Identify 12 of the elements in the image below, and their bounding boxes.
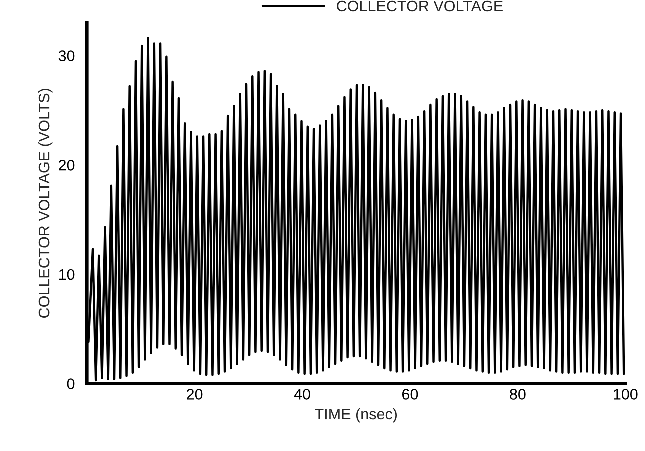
legend-label: COLLECTOR VOLTAGE <box>337 0 503 12</box>
y-axis-title: COLLECTOR VOLTAGE (VOLTS) <box>38 89 53 318</box>
y-tick-label: 30 <box>58 50 75 62</box>
x-tick-label: 20 <box>187 389 203 400</box>
x-axis-title: TIME (nsec) <box>315 408 398 423</box>
y-tick-label: 20 <box>59 160 75 171</box>
x-tick-label: 100 <box>614 389 638 400</box>
x-tick-label: 40 <box>294 389 310 400</box>
x-tick-label: 80 <box>510 389 526 400</box>
y-tick-label: 10 <box>59 269 75 280</box>
x-tick-label: 60 <box>402 389 418 400</box>
y-tick-label: 0 <box>67 378 75 390</box>
